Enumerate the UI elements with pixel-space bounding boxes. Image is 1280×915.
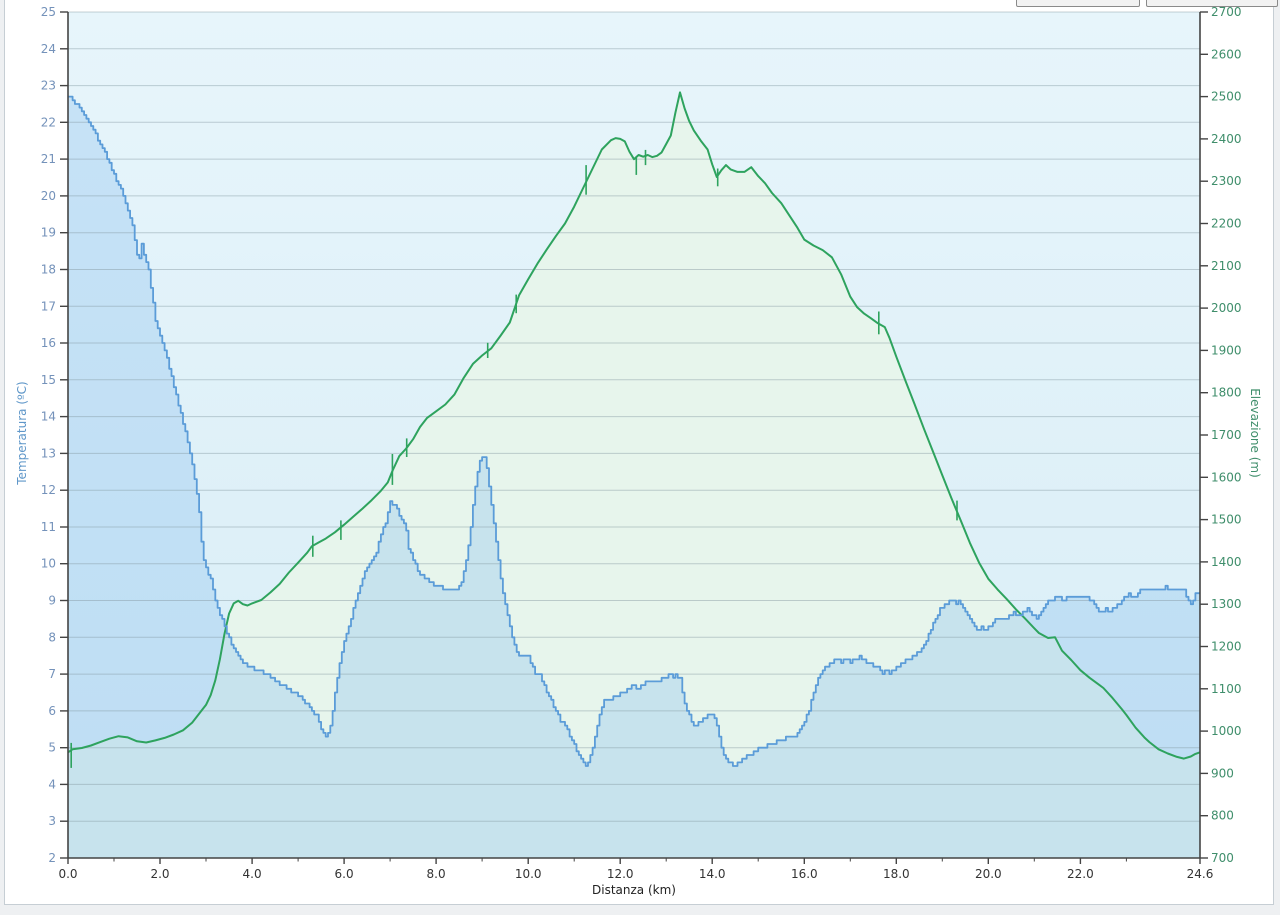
x-axis: 0.0 2.0 4.0 6.0 8.0 10.0 12.0 14.0 16.0 18.0 20.0 2… bbox=[58, 857, 1214, 881]
svg-text:1500: 1500 bbox=[1211, 513, 1242, 527]
svg-text:2400: 2400 bbox=[1211, 132, 1242, 146]
svg-text:1100: 1100 bbox=[1211, 682, 1242, 696]
svg-text:800: 800 bbox=[1211, 809, 1234, 823]
svg-text:14.0: 14.0 bbox=[699, 867, 726, 881]
svg-text:1400: 1400 bbox=[1211, 555, 1242, 569]
svg-text:1700: 1700 bbox=[1211, 428, 1242, 442]
svg-text:15: 15 bbox=[41, 373, 56, 387]
svg-text:700: 700 bbox=[1211, 851, 1234, 865]
gridlines bbox=[68, 11, 1200, 822]
svg-text:16: 16 bbox=[41, 336, 56, 350]
svg-text:19: 19 bbox=[41, 226, 56, 240]
temperature-line bbox=[68, 95, 1200, 767]
svg-text:8.0: 8.0 bbox=[427, 867, 446, 881]
svg-text:9: 9 bbox=[48, 594, 56, 608]
svg-text:8: 8 bbox=[48, 630, 56, 644]
svg-text:2300: 2300 bbox=[1211, 174, 1242, 188]
svg-text:4: 4 bbox=[48, 777, 56, 791]
svg-text:16.0: 16.0 bbox=[791, 867, 818, 881]
svg-text:7: 7 bbox=[48, 667, 56, 681]
elevation-glitch-ticks bbox=[70, 149, 958, 768]
svg-text:1300: 1300 bbox=[1211, 597, 1242, 611]
svg-text:20: 20 bbox=[41, 189, 56, 203]
svg-text:18.0: 18.0 bbox=[883, 867, 910, 881]
svg-text:3: 3 bbox=[48, 814, 56, 828]
svg-text:1800: 1800 bbox=[1211, 386, 1242, 400]
svg-text:14: 14 bbox=[41, 410, 56, 424]
svg-text:2100: 2100 bbox=[1211, 259, 1242, 273]
svg-text:2700: 2700 bbox=[1211, 5, 1242, 19]
svg-text:1000: 1000 bbox=[1211, 724, 1242, 738]
svg-text:4.0: 4.0 bbox=[243, 867, 262, 881]
svg-text:18: 18 bbox=[41, 263, 56, 277]
svg-text:20.0: 20.0 bbox=[975, 867, 1002, 881]
svg-text:24.6: 24.6 bbox=[1187, 867, 1214, 881]
svg-text:2200: 2200 bbox=[1211, 217, 1242, 231]
svg-text:1200: 1200 bbox=[1211, 640, 1242, 654]
svg-text:25: 25 bbox=[41, 5, 56, 19]
svg-text:23: 23 bbox=[41, 79, 56, 93]
svg-text:22: 22 bbox=[41, 115, 56, 129]
svg-text:11: 11 bbox=[41, 520, 56, 534]
svg-text:12.0: 12.0 bbox=[607, 867, 634, 881]
svg-text:2: 2 bbox=[48, 851, 56, 865]
svg-text:10.0: 10.0 bbox=[515, 867, 542, 881]
svg-text:24: 24 bbox=[41, 42, 56, 56]
toolbar-button-right[interactable] bbox=[1146, 0, 1278, 7]
svg-text:5: 5 bbox=[48, 741, 56, 755]
svg-text:13: 13 bbox=[41, 446, 56, 460]
svg-text:2000: 2000 bbox=[1211, 301, 1242, 315]
svg-text:1600: 1600 bbox=[1211, 470, 1242, 484]
svg-text:17: 17 bbox=[41, 299, 56, 313]
svg-text:6: 6 bbox=[48, 704, 56, 718]
elevation-area bbox=[68, 92, 1200, 858]
right-axis: 700 800 900 1000 1100 1200 1300 1400 1500 1600 170… bbox=[1199, 5, 1242, 865]
svg-text:21: 21 bbox=[41, 152, 56, 166]
svg-text:2.0: 2.0 bbox=[150, 867, 169, 881]
svg-text:900: 900 bbox=[1211, 766, 1234, 780]
svg-text:10: 10 bbox=[41, 557, 56, 571]
svg-text:2600: 2600 bbox=[1211, 47, 1242, 61]
svg-text:12: 12 bbox=[41, 483, 56, 497]
temperature-area bbox=[68, 96, 1200, 859]
toolbar-button-left[interactable] bbox=[1016, 0, 1140, 7]
svg-text:6.0: 6.0 bbox=[335, 867, 354, 881]
svg-text:22.0: 22.0 bbox=[1067, 867, 1094, 881]
svg-text:2500: 2500 bbox=[1211, 90, 1242, 104]
svg-text:1900: 1900 bbox=[1211, 343, 1242, 357]
svg-text:0.0: 0.0 bbox=[58, 867, 77, 881]
